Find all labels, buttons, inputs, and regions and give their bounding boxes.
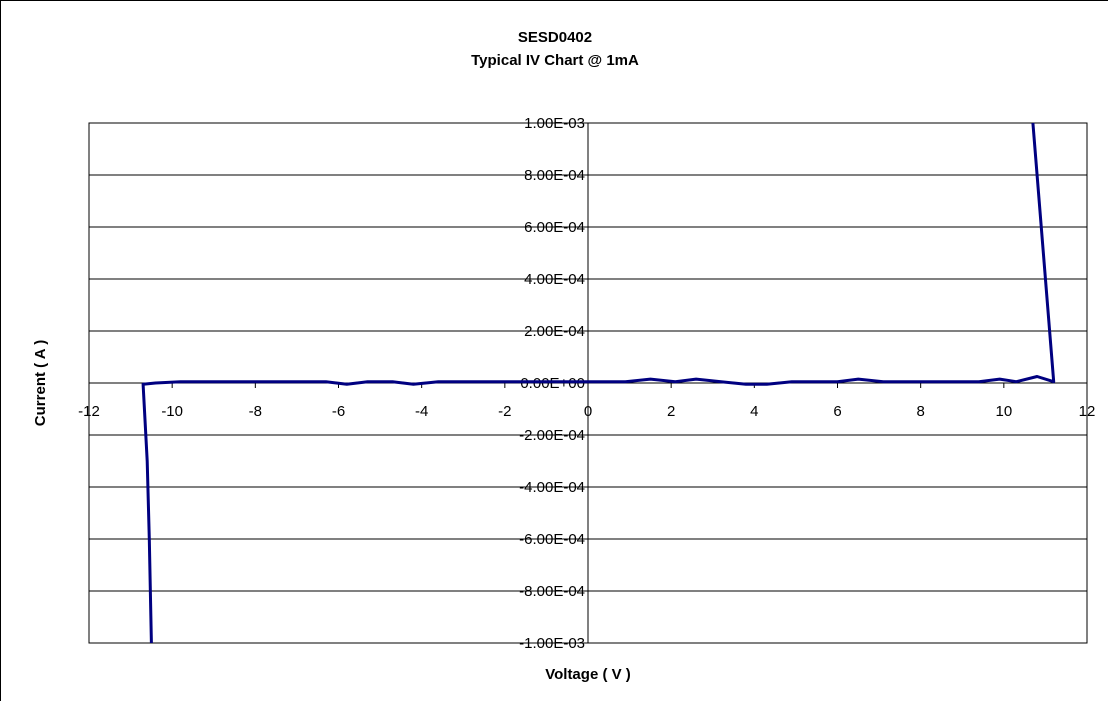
x-tick-label: -10 xyxy=(161,403,183,420)
x-tick-label: 12 xyxy=(1079,403,1096,420)
y-tick-label: 8.00E-04 xyxy=(524,167,585,184)
x-tick-label: -6 xyxy=(332,403,345,420)
x-tick-label: 2 xyxy=(667,403,675,420)
y-tick-label: 1.00E-03 xyxy=(524,115,585,132)
x-tick-label: 4 xyxy=(750,403,758,420)
series-layer xyxy=(141,122,1056,644)
y-tick-label: 6.00E-04 xyxy=(524,219,585,236)
y-tick-label: 0.00E+00 xyxy=(520,375,585,392)
x-axis-label: Voltage ( V ) xyxy=(545,666,631,683)
y-tick-label: -4.00E-04 xyxy=(519,479,585,496)
y-tick-label: 4.00E-04 xyxy=(524,271,585,288)
x-tick-label: 10 xyxy=(995,403,1012,420)
x-tick-label: 0 xyxy=(584,403,592,420)
y-tick-label: -6.00E-04 xyxy=(519,531,585,548)
x-tick-label: -4 xyxy=(415,403,428,420)
y-tick-label: 2.00E-04 xyxy=(524,323,585,340)
chart-title: SESD0402 xyxy=(517,29,593,46)
tick-labels: 1.00E-03 8.00E-04 6.00E-04 4.00E-04 2.00E-04… xyxy=(78,115,1095,652)
iv-curve-line xyxy=(141,122,1056,644)
y-tick-label: -8.00E-04 xyxy=(519,583,585,600)
y-tick-label: -2.00E-04 xyxy=(519,427,585,444)
x-tick-label: 8 xyxy=(916,403,924,420)
x-tick-label: -12 xyxy=(78,403,100,420)
x-tick-label: -2 xyxy=(498,403,511,420)
y-axis-label: Current ( A ) xyxy=(32,340,49,426)
y-tick-label: -1.00E-03 xyxy=(519,635,585,652)
chart-subtitle: Typical IV Chart @ 1mA xyxy=(471,52,639,69)
x-tick-label: -8 xyxy=(249,403,262,420)
x-tick-label: 6 xyxy=(833,403,841,420)
